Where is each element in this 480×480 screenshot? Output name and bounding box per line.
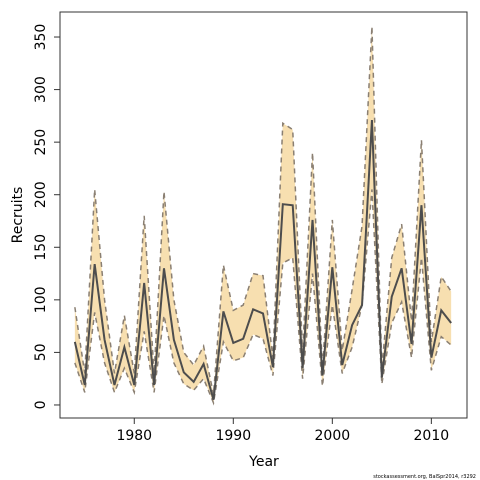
lower-bound — [74, 189, 452, 406]
y-tick-label: 350 — [33, 24, 49, 51]
upper-bound — [74, 26, 452, 395]
y-tick-label: 250 — [33, 129, 49, 156]
x-tick-label: 2000 — [315, 428, 351, 444]
x-tick-label: 1990 — [215, 428, 251, 444]
y-tick-label: 300 — [33, 76, 49, 103]
confidence-band — [74, 26, 452, 403]
y-tick-label: 100 — [33, 286, 49, 313]
x-tick-label: 2010 — [414, 428, 450, 444]
y-axis-label: Recruits — [10, 187, 26, 244]
x-tick-label: 1980 — [116, 428, 152, 444]
footnote: stockassessment.org, BalSpr2014, r3292 — [373, 474, 476, 480]
y-tick-label: 0 — [33, 401, 49, 410]
x-axis-label: Year — [248, 454, 279, 470]
y-tick-label: 150 — [33, 234, 49, 261]
y-tick-label: 200 — [33, 181, 49, 208]
plot-frame — [59, 11, 468, 419]
estimate-line — [73, 120, 452, 400]
y-tick-label: 50 — [33, 343, 49, 361]
